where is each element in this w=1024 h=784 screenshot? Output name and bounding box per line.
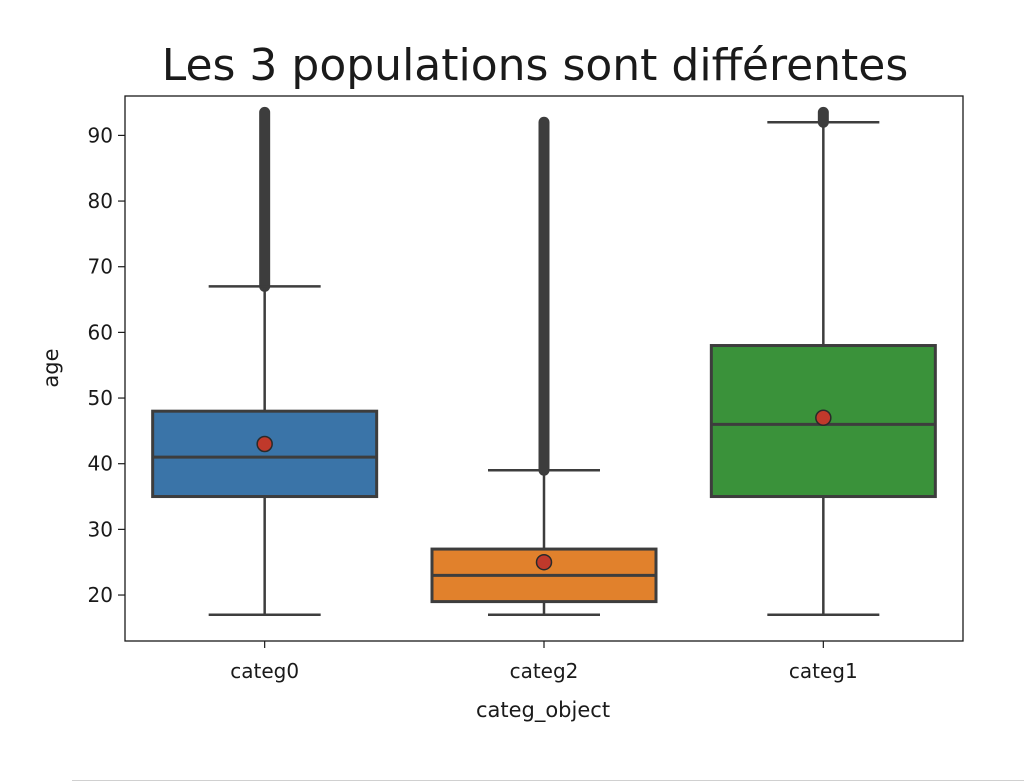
plot-area: 20 30 40 50 60 70 80 90 categ0 categ2 categ1 [88, 95, 964, 683]
x-tick-label: categ1 [789, 659, 858, 683]
mean-marker [815, 409, 832, 426]
y-tick-label: 20 [88, 583, 113, 607]
y-tick-label: 60 [88, 320, 113, 344]
x-axis-label: categ_object [476, 698, 610, 723]
y-tick-label: 80 [88, 189, 113, 213]
y-axis-label: age [39, 348, 63, 387]
x-tick-label: categ0 [230, 659, 299, 683]
cell-divider [72, 780, 1024, 781]
mean-marker [256, 435, 273, 453]
y-tick-label: 30 [88, 517, 113, 541]
y-tick-label: 70 [88, 255, 113, 279]
y-tick-label: 40 [88, 452, 113, 476]
x-tick-label: categ2 [510, 659, 579, 683]
chart-title: Les 3 populations sont différentes [162, 40, 909, 91]
y-tick-label: 50 [88, 386, 113, 410]
y-tick-label: 90 [88, 123, 113, 147]
mean-marker [535, 553, 553, 571]
box-categ0 [151, 409, 379, 499]
